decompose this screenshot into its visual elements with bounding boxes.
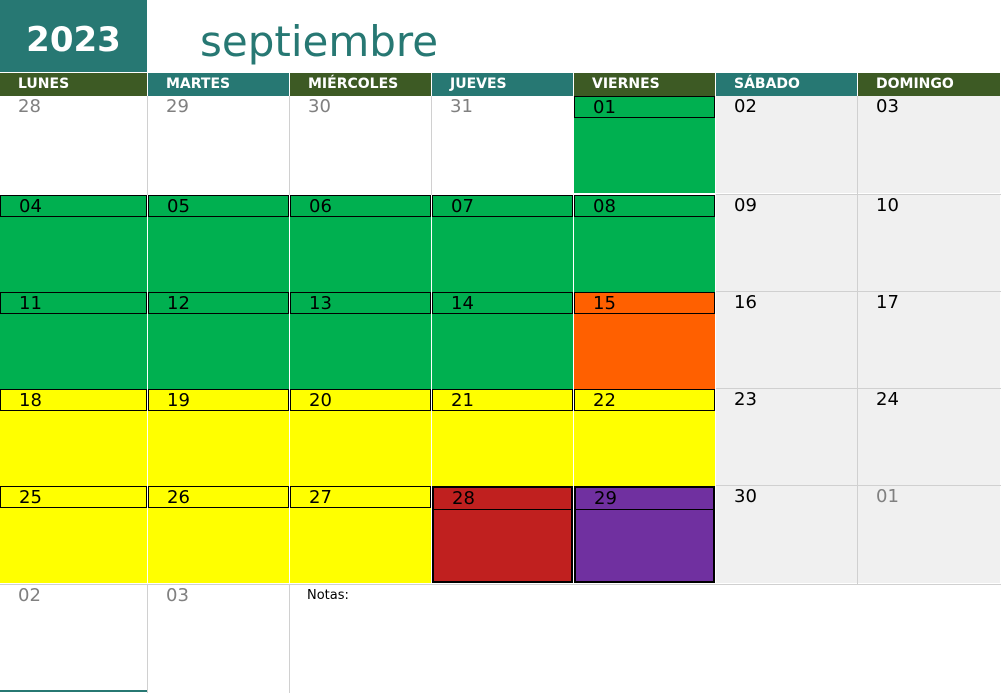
day-cell[interactable]: 21 <box>432 389 573 486</box>
weekday-header: VIERNES <box>574 73 715 96</box>
day-cell[interactable]: 08 <box>574 195 715 292</box>
day-cell[interactable]: 09 <box>716 195 857 292</box>
day-number: 03 <box>876 96 899 117</box>
grid-divider <box>431 96 432 195</box>
day-number: 02 <box>18 585 41 606</box>
day-cell[interactable]: 01 <box>574 96 715 193</box>
grid-divider <box>716 388 1001 389</box>
month-title: septiembre <box>200 17 439 66</box>
day-number: 31 <box>450 96 473 117</box>
day-cell[interactable]: 20 <box>290 389 431 486</box>
day-number: 01 <box>574 96 715 118</box>
day-number: 02 <box>734 96 757 117</box>
day-number: 15 <box>574 292 715 314</box>
grid-divider <box>147 96 148 195</box>
day-cell[interactable]: 22 <box>574 389 715 486</box>
day-cell[interactable]: 27 <box>290 486 431 583</box>
weekday-header: DOMINGO <box>858 73 1000 96</box>
grid-divider <box>716 485 1001 486</box>
notes-label: Notas: <box>307 588 349 603</box>
day-number: 18 <box>0 389 147 411</box>
day-number: 24 <box>876 389 899 410</box>
day-number: 14 <box>432 292 573 314</box>
day-number: 12 <box>148 292 289 314</box>
day-number: 26 <box>148 486 289 508</box>
day-cell[interactable]: 14 <box>432 292 573 389</box>
day-number: 23 <box>734 389 757 410</box>
day-number: 16 <box>734 292 757 313</box>
day-number: 22 <box>574 389 715 411</box>
day-cell[interactable]: 07 <box>432 195 573 292</box>
day-number: 20 <box>290 389 431 411</box>
day-number: 21 <box>432 389 573 411</box>
day-cell[interactable]: 24 <box>858 389 1000 486</box>
day-cell[interactable]: 01 <box>858 486 1000 583</box>
day-cell[interactable]: 03 <box>148 585 289 690</box>
day-number: 28 <box>18 96 41 117</box>
grid-divider <box>857 96 858 585</box>
day-number: 17 <box>876 292 899 313</box>
day-number: 06 <box>290 195 431 217</box>
day-cell[interactable]: 26 <box>148 486 289 583</box>
day-number: 13 <box>290 292 431 314</box>
day-cell[interactable]: 02 <box>0 585 147 690</box>
day-cell[interactable]: 05 <box>148 195 289 292</box>
weekday-header: MARTES <box>148 73 289 96</box>
weekday-header: LUNES <box>0 73 147 96</box>
day-number: 27 <box>290 486 431 508</box>
bottom-accent-line <box>0 690 147 692</box>
day-number: 04 <box>0 195 147 217</box>
day-cell[interactable]: 29 <box>148 96 289 193</box>
day-cell[interactable]: 25 <box>0 486 147 583</box>
day-cell[interactable]: 28 <box>432 486 573 583</box>
day-cell[interactable]: 11 <box>0 292 147 389</box>
day-cell[interactable]: 02 <box>716 96 857 193</box>
day-number: 07 <box>432 195 573 217</box>
day-cell[interactable]: 28 <box>0 96 147 193</box>
day-cell[interactable]: 29 <box>574 486 715 583</box>
grid-divider <box>289 585 290 693</box>
day-number: 05 <box>148 195 289 217</box>
grid-divider <box>0 584 1001 585</box>
year-label: 2023 <box>0 0 147 72</box>
day-cell[interactable]: 13 <box>290 292 431 389</box>
grid-divider <box>716 291 1001 292</box>
weekday-header: JUEVES <box>432 73 573 96</box>
day-cell[interactable]: 19 <box>148 389 289 486</box>
day-number: 30 <box>734 486 757 507</box>
day-cell[interactable]: 17 <box>858 292 1000 389</box>
day-cell[interactable]: 16 <box>716 292 857 389</box>
day-cell[interactable]: 04 <box>0 195 147 292</box>
grid-divider <box>716 194 1001 195</box>
day-cell[interactable]: 10 <box>858 195 1000 292</box>
day-number: 03 <box>166 585 189 606</box>
day-number: 10 <box>876 195 899 216</box>
day-cell[interactable]: 30 <box>290 96 431 193</box>
weekday-header: MIÉRCOLES <box>290 73 431 96</box>
weekday-header: SÁBADO <box>716 73 857 96</box>
day-cell[interactable]: 23 <box>716 389 857 486</box>
day-cell[interactable]: 31 <box>432 96 573 193</box>
day-number: 29 <box>166 96 189 117</box>
day-cell[interactable]: 18 <box>0 389 147 486</box>
day-cell[interactable]: 15 <box>574 292 715 389</box>
day-number: 09 <box>734 195 757 216</box>
day-number: 08 <box>574 195 715 217</box>
day-cell[interactable]: 30 <box>716 486 857 583</box>
grid-divider <box>147 585 148 693</box>
grid-divider <box>289 96 290 195</box>
day-number: 28 <box>434 488 571 510</box>
day-number: 29 <box>576 488 713 510</box>
day-number: 11 <box>0 292 147 314</box>
day-number: 19 <box>148 389 289 411</box>
day-number: 01 <box>876 486 899 507</box>
day-cell[interactable]: 12 <box>148 292 289 389</box>
day-cell[interactable]: 03 <box>858 96 1000 193</box>
day-number: 30 <box>308 96 331 117</box>
day-number: 25 <box>0 486 147 508</box>
day-cell[interactable]: 06 <box>290 195 431 292</box>
